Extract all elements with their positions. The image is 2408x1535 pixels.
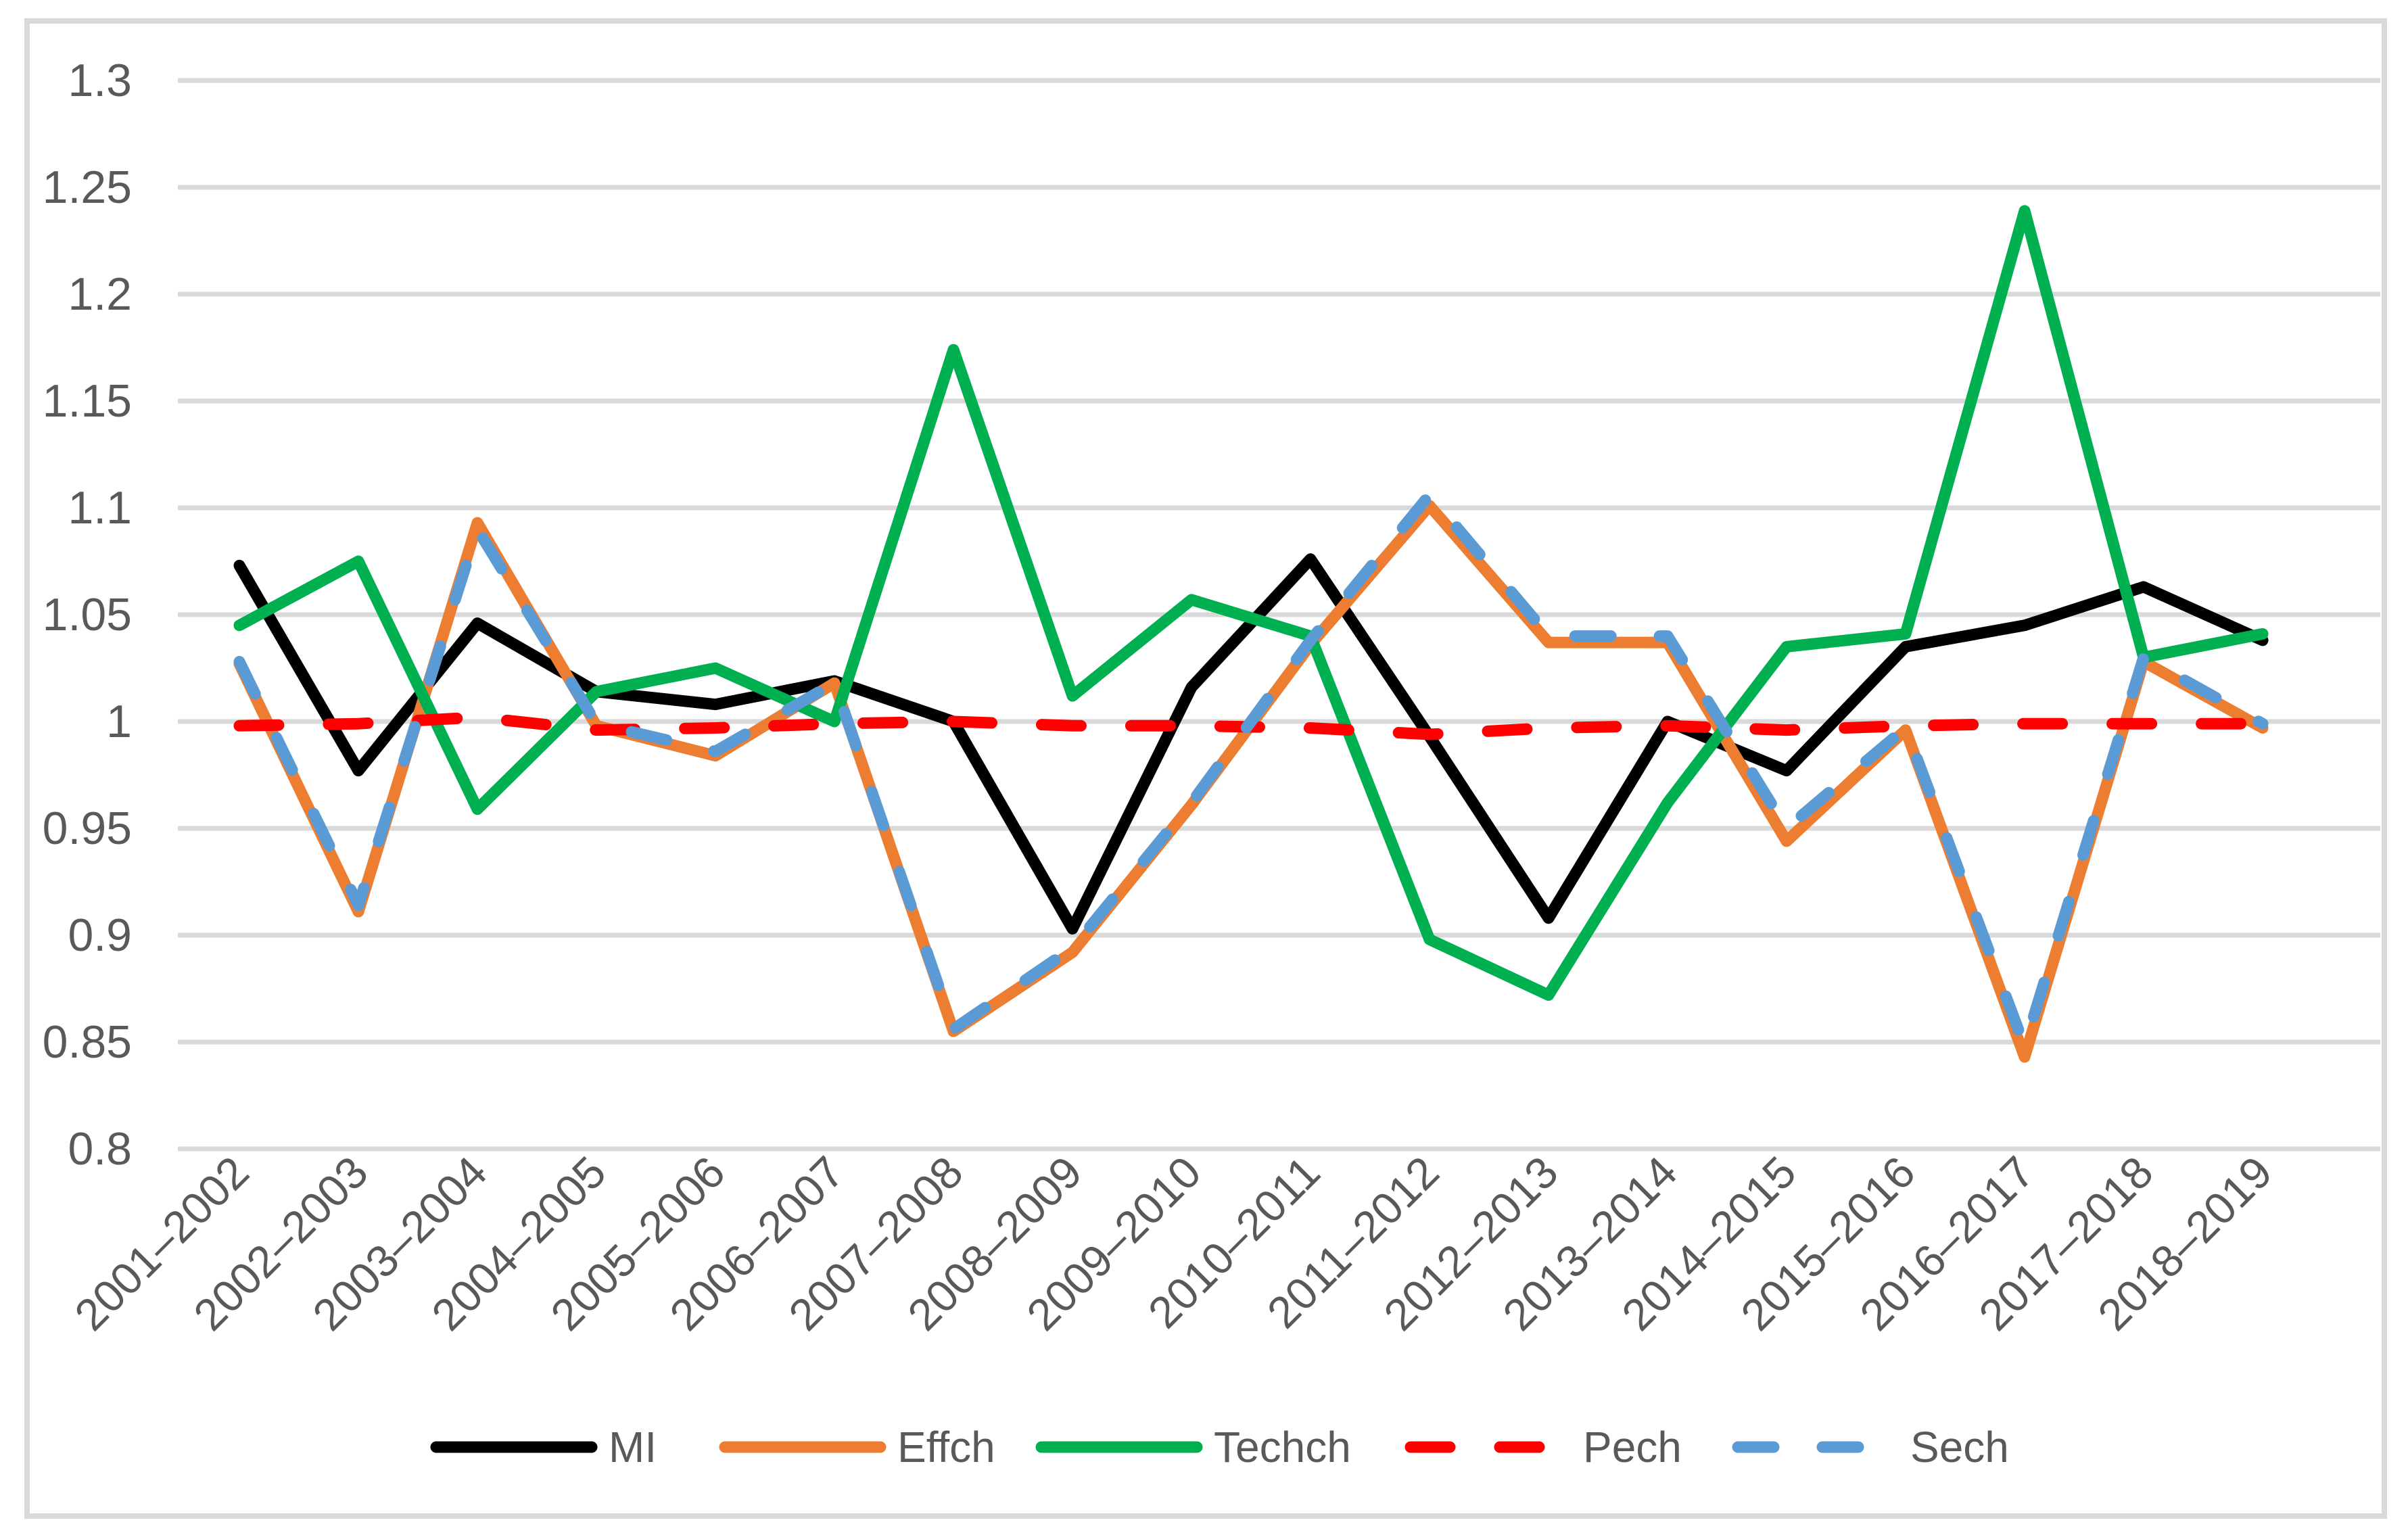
y-axis-tick-label: 1.25 (43, 162, 132, 213)
y-axis-tick-label: 1.1 (68, 482, 132, 534)
legend-label-sech: Sech (1910, 1423, 2009, 1471)
legend-label-mi: MI (609, 1423, 657, 1471)
y-axis-tick-label: 0.85 (43, 1016, 132, 1068)
y-axis-tick-label: 0.95 (43, 803, 132, 854)
legend-item-sech: Sech (1732, 1423, 2009, 1471)
legend-item-pech: Pech (1404, 1423, 1682, 1471)
y-axis-tick-label: 0.8 (68, 1123, 132, 1175)
gridlines (178, 78, 2380, 1152)
y-axis-tick-label: 1.15 (43, 375, 132, 427)
legend: MI Effch Techch Pech Sech (430, 1423, 2009, 1471)
series-line-sech (233, 489, 2269, 1052)
data-series (233, 205, 2269, 1063)
x-axis-tick-labels: 2001–20022002–20032003–20042004–20052005… (65, 1147, 2282, 1340)
y-axis-tick-label: 1.3 (68, 55, 132, 106)
y-axis-tick-label: 0.9 (68, 910, 132, 961)
y-axis-tick-label: 1 (106, 696, 132, 747)
y-axis-tick-label: 1.05 (43, 589, 132, 640)
y-axis-tick-label: 1.2 (68, 268, 132, 320)
chart-area-border (24, 18, 2387, 1519)
y-axis-tick-labels: 0.8 0.85 0.9 0.95 1 1.05 1.1 1.15 1.2 1.25 1.3 (43, 55, 132, 1175)
legend-label-effch: Effch (897, 1423, 995, 1471)
legend-label-pech: Pech (1583, 1423, 1682, 1471)
legend-label-techch: Techch (1214, 1423, 1351, 1471)
legend-item-mi: MI (430, 1423, 657, 1471)
legend-item-techch: Techch (1035, 1423, 1351, 1471)
series-line-techch (233, 205, 2269, 1001)
legend-item-effch: Effch (719, 1423, 995, 1471)
